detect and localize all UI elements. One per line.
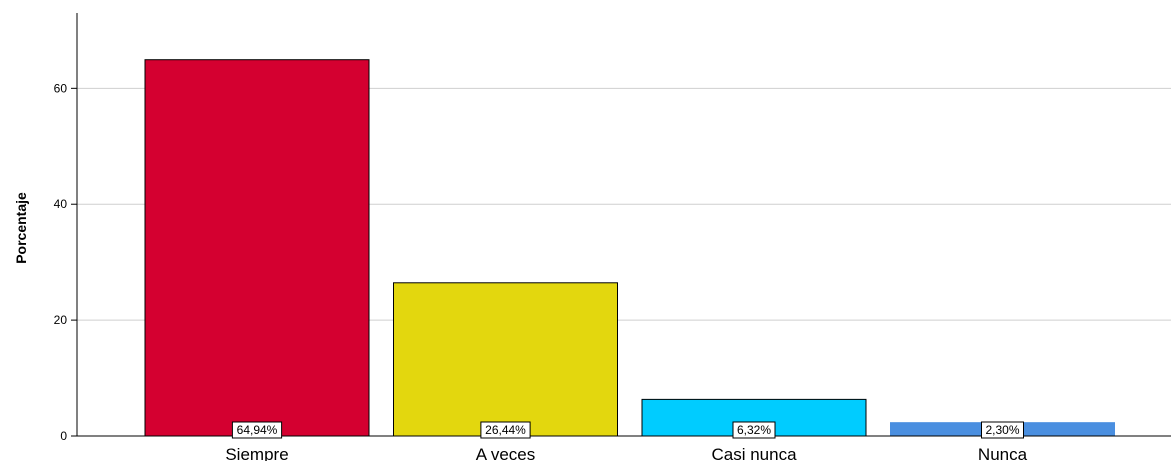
x-tick-label: A veces bbox=[476, 445, 536, 461]
data-label-box bbox=[981, 421, 1024, 439]
y-tick-label: 20 bbox=[54, 313, 68, 327]
y-ticks: 0 20 40 60 bbox=[54, 81, 77, 443]
data-label: 2,30% bbox=[985, 423, 1019, 437]
data-label-box bbox=[480, 421, 531, 439]
data-label: 26,44% bbox=[485, 423, 526, 437]
bar-a-veces bbox=[393, 282, 618, 437]
x-tick-label: Nunca bbox=[978, 445, 1028, 461]
y-tick-label: 40 bbox=[54, 197, 68, 211]
data-label: 6,32% bbox=[737, 423, 771, 437]
x-tick-label: Casi nunca bbox=[711, 445, 797, 461]
data-labels: 64,94% 26,44% 6,32% 2,30% bbox=[231, 421, 1024, 439]
data-label-box bbox=[231, 421, 283, 439]
bar-siempre bbox=[144, 59, 370, 437]
bars bbox=[144, 59, 1115, 437]
y-axis-label: Porcentaje bbox=[13, 192, 29, 264]
y-tick-label: 60 bbox=[54, 81, 68, 95]
data-label-box bbox=[732, 421, 776, 439]
data-label: 64,94% bbox=[237, 423, 278, 437]
y-tick-label: 0 bbox=[60, 429, 67, 443]
x-tick-label: Siempre bbox=[225, 445, 288, 461]
category-labels: Siempre A veces Casi nunca Nunca bbox=[225, 445, 1027, 461]
